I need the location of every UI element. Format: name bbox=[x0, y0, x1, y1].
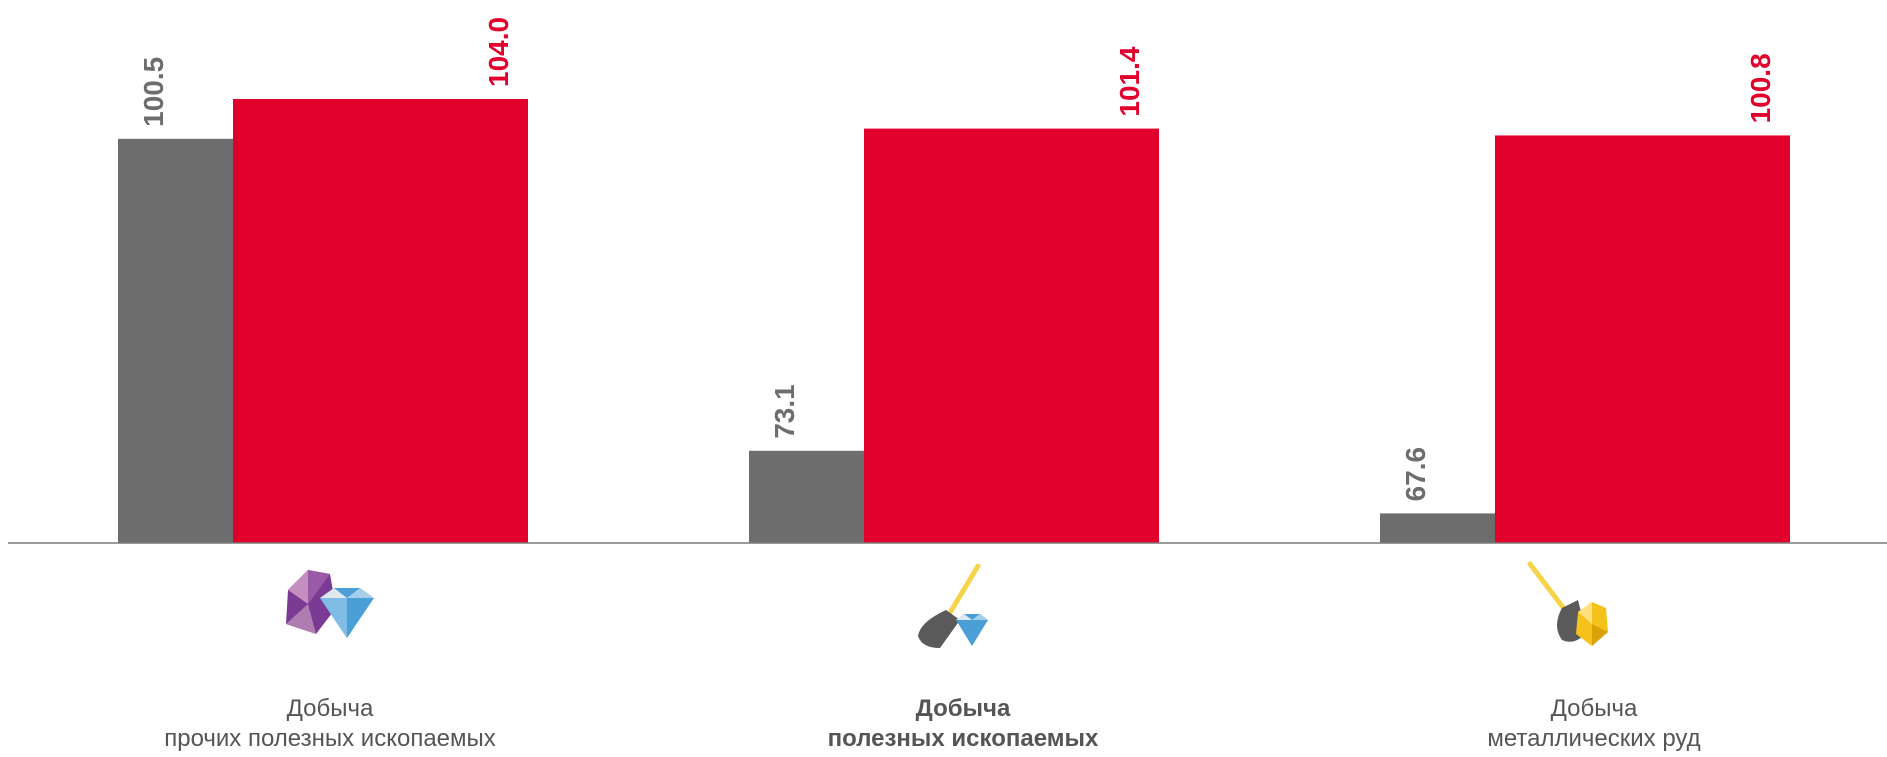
gems-icon bbox=[286, 570, 374, 638]
bar-gray-1 bbox=[118, 138, 233, 543]
category-label-line1: Добыча bbox=[915, 695, 1011, 722]
value-label-gray-2: 73.1 bbox=[769, 384, 800, 439]
value-labels-group: 100.5 104.0 73.1 101.4 67.6 100.8 bbox=[138, 17, 1776, 501]
category-label-1: Добыча прочих полезных ископаемых bbox=[120, 694, 540, 754]
category-label-line2: металлических руд bbox=[1487, 725, 1701, 752]
bar-red-3 bbox=[1495, 135, 1790, 543]
shovel-gold-ore-icon bbox=[1527, 561, 1608, 646]
category-label-2: Добыча полезных ископаемых bbox=[753, 694, 1173, 754]
bar-red-1 bbox=[233, 99, 528, 543]
category-label-line1: Добыча bbox=[1550, 695, 1638, 722]
category-label-line2: полезных ископаемых bbox=[827, 725, 1099, 752]
value-label-gray-1: 100.5 bbox=[138, 57, 169, 127]
category-label-line1: Добыча bbox=[286, 695, 374, 722]
value-label-gray-3: 67.6 bbox=[1400, 447, 1431, 502]
bar-red-2 bbox=[864, 128, 1159, 543]
bars-group bbox=[118, 99, 1790, 543]
category-label-3: Добыча металлических руд bbox=[1384, 694, 1804, 754]
bar-gray-3 bbox=[1380, 513, 1495, 543]
value-label-red-3: 100.8 bbox=[1745, 53, 1776, 123]
value-label-red-1: 104.0 bbox=[483, 17, 514, 87]
shovel-diamond-icon bbox=[918, 563, 988, 648]
value-label-red-2: 101.4 bbox=[1114, 46, 1145, 116]
bar-gray-2 bbox=[749, 450, 864, 543]
category-label-line2: прочих полезных ископаемых bbox=[164, 725, 496, 752]
